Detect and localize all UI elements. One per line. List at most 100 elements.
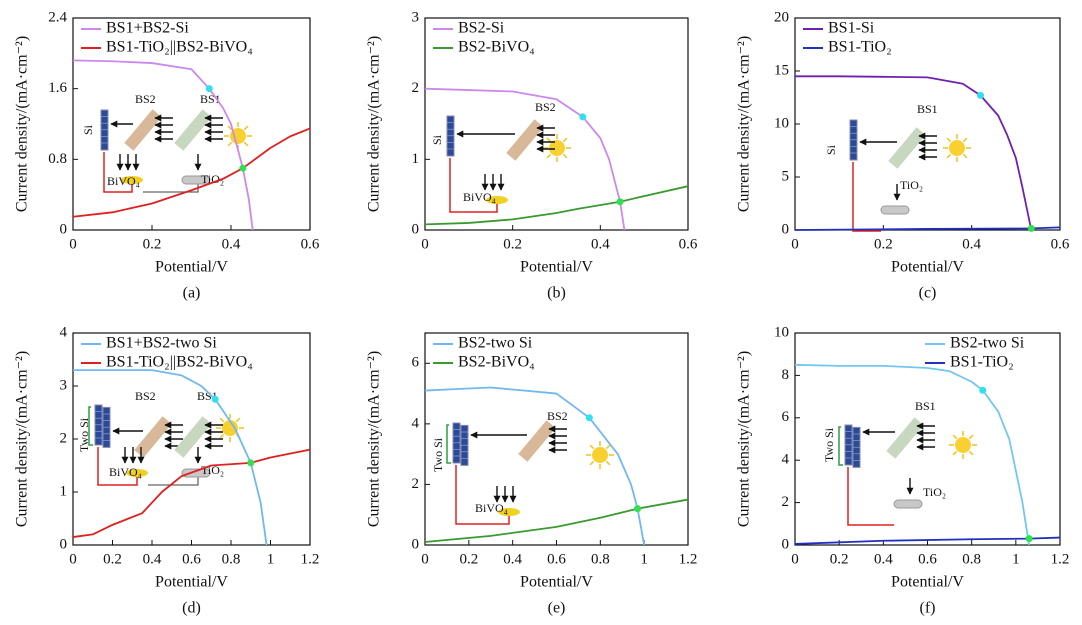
tio2-electrode	[893, 499, 923, 509]
caption: (d)	[182, 600, 201, 617]
y-tick-label: 4	[782, 452, 790, 468]
inset-label: BS1	[200, 92, 221, 106]
bivo4-electrode	[121, 176, 143, 184]
x-tick-label: 0.6	[301, 236, 320, 252]
series-line	[424, 87, 626, 231]
y-axis-label: Current density/(mA·cm⁻²)	[14, 36, 31, 212]
x-tick-label: 0.2	[830, 551, 849, 567]
inset-label: BS2	[135, 92, 156, 106]
x-tick-label: 0.4	[503, 551, 522, 567]
y-tick-label: 2	[412, 476, 420, 492]
sun-ray	[546, 137, 552, 143]
y-tick-label: 1	[412, 151, 420, 167]
legend-label: BS2-Si	[458, 20, 505, 37]
x-axis-label: Potential/V	[155, 259, 228, 276]
tio2-electrode	[181, 468, 211, 478]
y-axis-label: Current density/(mA·cm⁻²)	[736, 351, 753, 527]
y-tick-label: 0.8	[48, 151, 67, 167]
x-tick-label: 0.4	[143, 551, 162, 567]
y-tick-label: 8	[782, 367, 790, 383]
series-line	[424, 185, 689, 226]
operating-point	[205, 85, 213, 93]
sun-ray	[227, 125, 233, 131]
y-tick-label: 20	[774, 9, 789, 25]
x-tick-label: 0.2	[459, 551, 478, 567]
sun-ray	[235, 417, 241, 423]
operating-point	[1027, 224, 1035, 232]
operating-point	[211, 395, 219, 403]
x-axis-label: Potential/V	[155, 574, 228, 591]
panel: Si BS2 BS1 BiVO₄ TiO₂ 0 0.2 0.4 0.6 0 0.8 1.6 2.4 Pot…	[14, 9, 320, 301]
wire	[446, 424, 451, 464]
beam-splitter	[134, 416, 172, 458]
y-axis-label: Current density/(mA·cm⁻²)	[14, 351, 31, 527]
x-tick-label: 0.8	[222, 551, 241, 567]
y-tick-label: 3	[60, 377, 68, 393]
y-tick-label: 6	[782, 409, 790, 425]
series-line	[424, 498, 689, 543]
x-tick-label: 0.6	[1051, 236, 1070, 252]
y-tick-label: 2	[412, 80, 420, 96]
y-axis-label: Current density/(mA·cm⁻²)	[366, 351, 383, 527]
bivo4-electrode	[498, 508, 520, 516]
y-tick-label: 6	[412, 355, 420, 371]
inset-label: Si	[824, 144, 838, 155]
wire	[455, 465, 510, 525]
inset-label: Two Si	[431, 437, 445, 472]
sun-ray	[968, 434, 974, 440]
y-tick-label: 15	[774, 62, 789, 78]
series-line	[794, 536, 1061, 545]
x-tick-label: 0.8	[591, 551, 610, 567]
inset-label: BS2	[535, 100, 556, 114]
beam-splitter	[124, 109, 162, 151]
operating-point	[979, 386, 987, 394]
x-tick-label: 0.4	[962, 236, 981, 252]
series-line	[73, 369, 268, 546]
y-tick-label: 1	[60, 483, 68, 499]
legend-label: BS1+BS2-two Si	[106, 335, 217, 352]
y-tick-label: 4	[412, 415, 420, 431]
x-tick-label: 0.4	[222, 236, 241, 252]
wire	[852, 162, 881, 232]
inset-label: Si	[430, 134, 444, 145]
wire	[143, 184, 199, 193]
sun-ray	[546, 153, 552, 159]
x-tick-label: 1.2	[679, 551, 698, 567]
y-tick-label: 0	[782, 221, 790, 237]
inset-label: BS2	[547, 409, 568, 423]
caption: (a)	[183, 285, 201, 302]
beam-splitter	[886, 417, 924, 459]
x-axis-label: Potential/V	[891, 574, 964, 591]
legend-label: BS2-BiVO₄	[458, 39, 535, 56]
sun	[549, 140, 565, 156]
sun-ray	[219, 417, 225, 423]
inset-label: BiVO₄	[109, 465, 142, 479]
caption: (e)	[548, 600, 566, 617]
x-tick-label: 1.2	[301, 551, 320, 567]
inset-label: TiO₂	[201, 172, 224, 186]
plot-frame	[72, 17, 311, 231]
x-tick-label: 0.6	[182, 551, 201, 567]
legend-label: BS1-TiO₂||BS2-BiVO₄	[106, 354, 253, 371]
x-tick-label: 0.2	[103, 551, 122, 567]
tio2-electrode	[181, 175, 211, 185]
series-line	[72, 127, 311, 218]
beam-splitter	[506, 119, 544, 161]
sun-ray	[227, 141, 233, 147]
inset-label: BiVO₄	[107, 174, 140, 188]
x-tick-label: 0	[421, 551, 429, 567]
x-tick-label: 0.6	[679, 236, 698, 252]
operating-point	[247, 459, 255, 467]
operating-point	[616, 198, 624, 206]
sun-ray	[243, 125, 249, 131]
y-tick-label: 0	[412, 536, 420, 552]
series-line	[424, 386, 646, 546]
sun	[955, 437, 971, 453]
legend-label: BS2-two Si	[950, 335, 1025, 352]
x-tick-label: 0.4	[591, 236, 610, 252]
y-tick-label: 2	[782, 494, 790, 510]
beam-splitter	[888, 127, 926, 169]
x-tick-label: 0	[69, 551, 77, 567]
